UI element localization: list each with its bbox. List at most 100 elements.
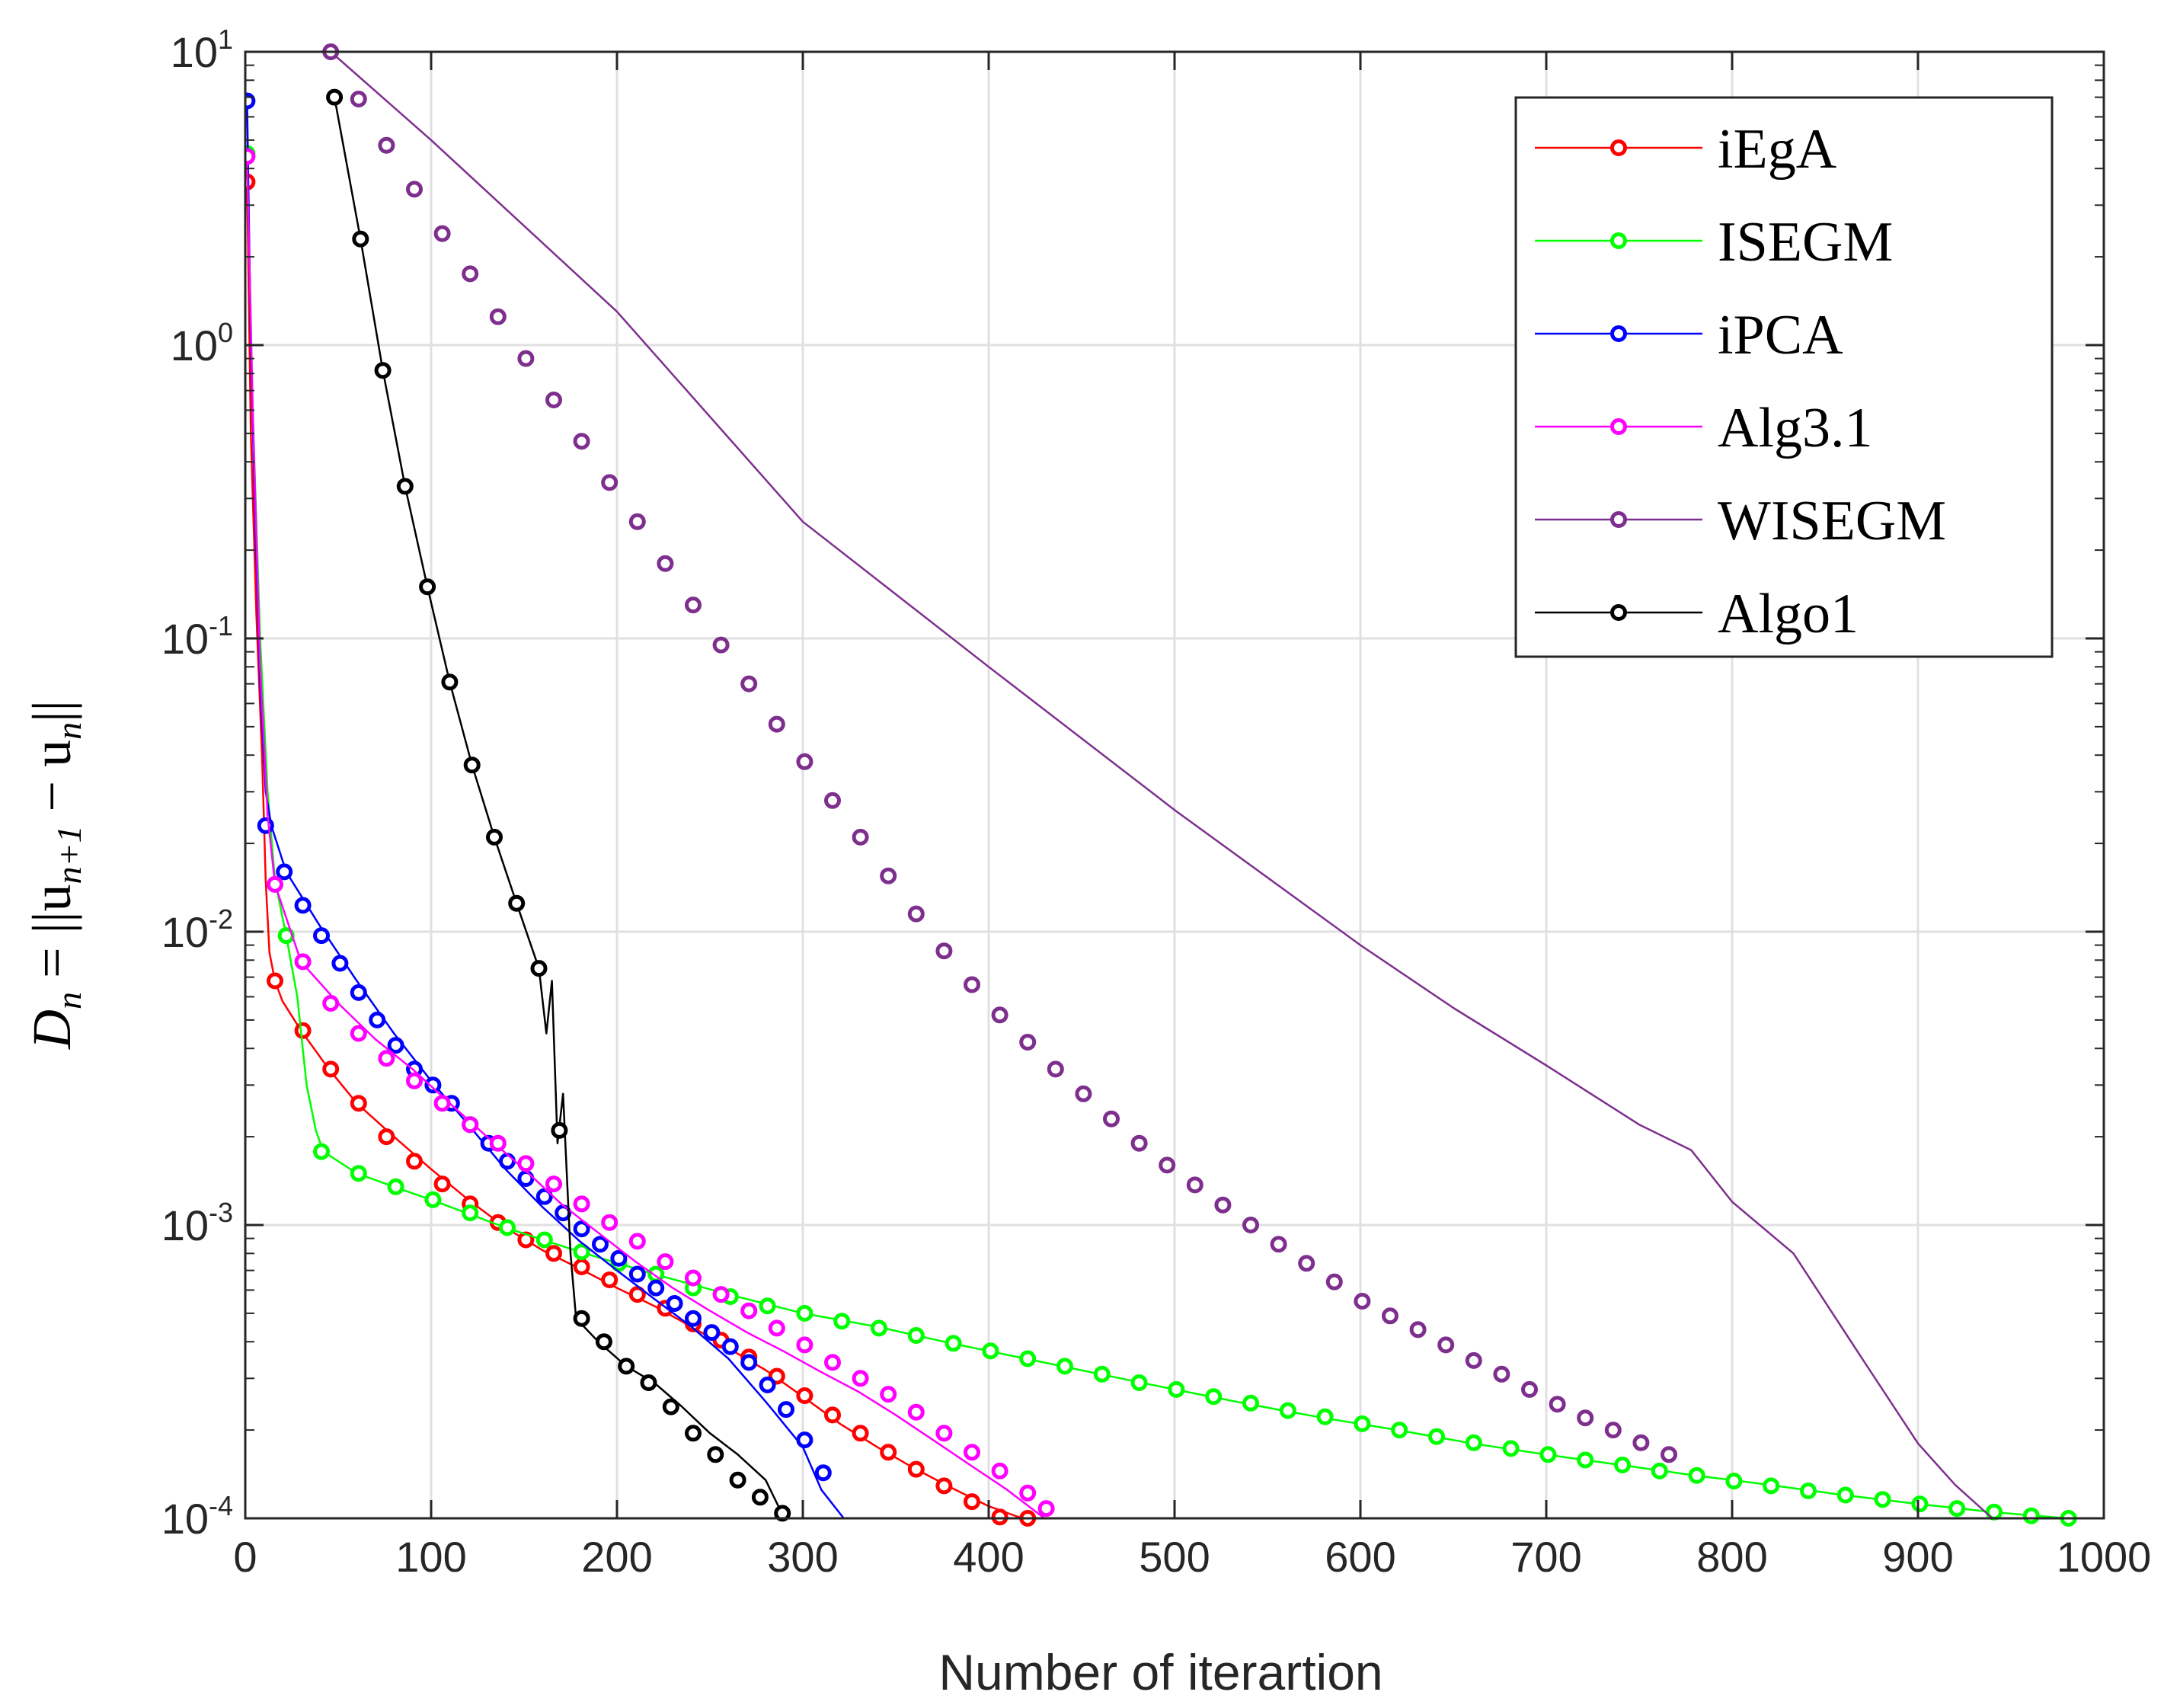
- data-point-marker: [322, 1060, 340, 1078]
- data-point-marker: [1391, 1422, 1408, 1439]
- data-point-marker: [592, 1236, 609, 1253]
- data-point-marker: [964, 1493, 980, 1511]
- data-point-marker: [433, 225, 451, 242]
- data-point-marker: [796, 1387, 814, 1404]
- data-point-marker: [1549, 1396, 1566, 1413]
- legend-label: iEgA: [1718, 118, 1836, 181]
- data-point-marker: [294, 1022, 312, 1039]
- data-point-marker: [1130, 1374, 1148, 1391]
- series-alg3-1: [245, 148, 1055, 1519]
- data-point-marker: [666, 1295, 683, 1312]
- data-point-marker: [352, 230, 369, 248]
- data-point-marker: [1093, 1365, 1111, 1383]
- y-tick-base: 10: [161, 1201, 209, 1249]
- data-point-marker: [1354, 1415, 1371, 1432]
- data-point-marker: [824, 1406, 841, 1424]
- series-line: [333, 97, 785, 1519]
- data-point-marker: [759, 1297, 776, 1315]
- data-point-marker: [1019, 1034, 1037, 1051]
- legend-label: iPCA: [1718, 304, 1843, 366]
- x-tick-label: 500: [1139, 1533, 1210, 1581]
- data-point-marker: [551, 1121, 568, 1139]
- series-line: [246, 156, 1045, 1519]
- legend-box: [1514, 96, 2054, 658]
- data-point-marker: [313, 1143, 330, 1160]
- data-point-marker: [313, 927, 330, 945]
- data-point-marker: [796, 1431, 814, 1449]
- data-point-marker: [573, 1310, 590, 1327]
- data-point-marker: [740, 1354, 758, 1371]
- y-tick-exponent: 0: [218, 317, 233, 348]
- data-point-marker: [1354, 1293, 1371, 1310]
- data-point-marker: [1382, 1307, 1398, 1325]
- data-point-marker: [628, 513, 646, 530]
- data-point-marker: [880, 1386, 897, 1403]
- data-point-marker: [378, 136, 395, 154]
- legend-marker-swatch: [1610, 418, 1627, 435]
- data-point-marker: [1437, 1336, 1455, 1354]
- y-tick-exponent: -2: [209, 904, 233, 935]
- y-tick-label: 10-1: [161, 610, 233, 663]
- data-point-marker: [1298, 1255, 1315, 1272]
- data-point-marker: [1019, 1484, 1037, 1502]
- data-point-marker: [350, 1095, 367, 1112]
- series-algo1: [326, 88, 791, 1522]
- x-tick-label: 800: [1696, 1533, 1767, 1581]
- data-point-marker: [628, 1265, 646, 1283]
- legend-entry: WISEGM: [1535, 490, 1946, 552]
- y-tick-exponent: -4: [209, 1490, 233, 1521]
- data-point-marker: [685, 597, 702, 614]
- data-point-marker: [1316, 1408, 1334, 1425]
- data-point-marker: [1214, 1196, 1232, 1214]
- data-point-marker: [1800, 1483, 1817, 1499]
- data-point-marker: [935, 1477, 953, 1495]
- data-point-marker: [964, 976, 980, 993]
- data-point-marker: [486, 828, 503, 846]
- data-point-marker: [545, 392, 562, 408]
- data-point-marker: [245, 148, 256, 165]
- data-point-marker: [424, 1191, 442, 1208]
- data-point-marker: [1205, 1388, 1223, 1406]
- data-point-marker: [1279, 1402, 1296, 1419]
- data-point-marker: [1056, 1358, 1073, 1375]
- data-point-marker: [1409, 1321, 1427, 1339]
- data-point-marker: [1911, 1495, 1929, 1513]
- data-point-marker: [774, 1505, 791, 1522]
- data-point-marker: [489, 1134, 507, 1152]
- data-point-marker: [573, 1220, 590, 1238]
- legend-entry: ISEGM: [1535, 211, 1893, 273]
- x-tick-label: 600: [1325, 1533, 1395, 1581]
- data-point-marker: [396, 478, 414, 495]
- data-point-marker: [545, 1245, 562, 1262]
- data-point-marker: [424, 1076, 442, 1094]
- y-tick-base: 10: [161, 1495, 209, 1543]
- data-point-marker: [647, 1279, 665, 1297]
- y-tick-base: 10: [161, 908, 209, 956]
- x-axis-label: Number of iterartion: [938, 1644, 1382, 1700]
- data-point-marker: [712, 636, 730, 654]
- data-point-marker: [489, 308, 507, 325]
- data-point-marker: [935, 1425, 953, 1442]
- data-point-marker: [545, 1175, 562, 1193]
- data-point-marker: [610, 1249, 628, 1267]
- data-point-marker: [595, 1333, 612, 1351]
- y-tick-label: 100: [171, 317, 233, 369]
- data-point-marker: [1186, 1176, 1203, 1194]
- data-point-marker: [1763, 1477, 1780, 1495]
- series-line: [246, 181, 1023, 1520]
- data-point-marker: [1836, 1486, 1854, 1504]
- data-point-marker: [1075, 1085, 1092, 1102]
- data-point-marker: [768, 715, 785, 733]
- data-point-marker: [1465, 1434, 1482, 1451]
- data-point-marker: [907, 905, 925, 923]
- data-point-marker: [499, 1153, 516, 1170]
- data-point-marker: [369, 1011, 386, 1028]
- x-tick-label: 700: [1510, 1533, 1581, 1581]
- x-tick-label: 300: [767, 1533, 838, 1581]
- data-point-marker: [276, 863, 293, 881]
- data-point-marker: [463, 756, 481, 774]
- data-point-marker: [1270, 1236, 1287, 1253]
- x-tick-label: 100: [395, 1533, 466, 1581]
- data-point-marker: [462, 1116, 479, 1134]
